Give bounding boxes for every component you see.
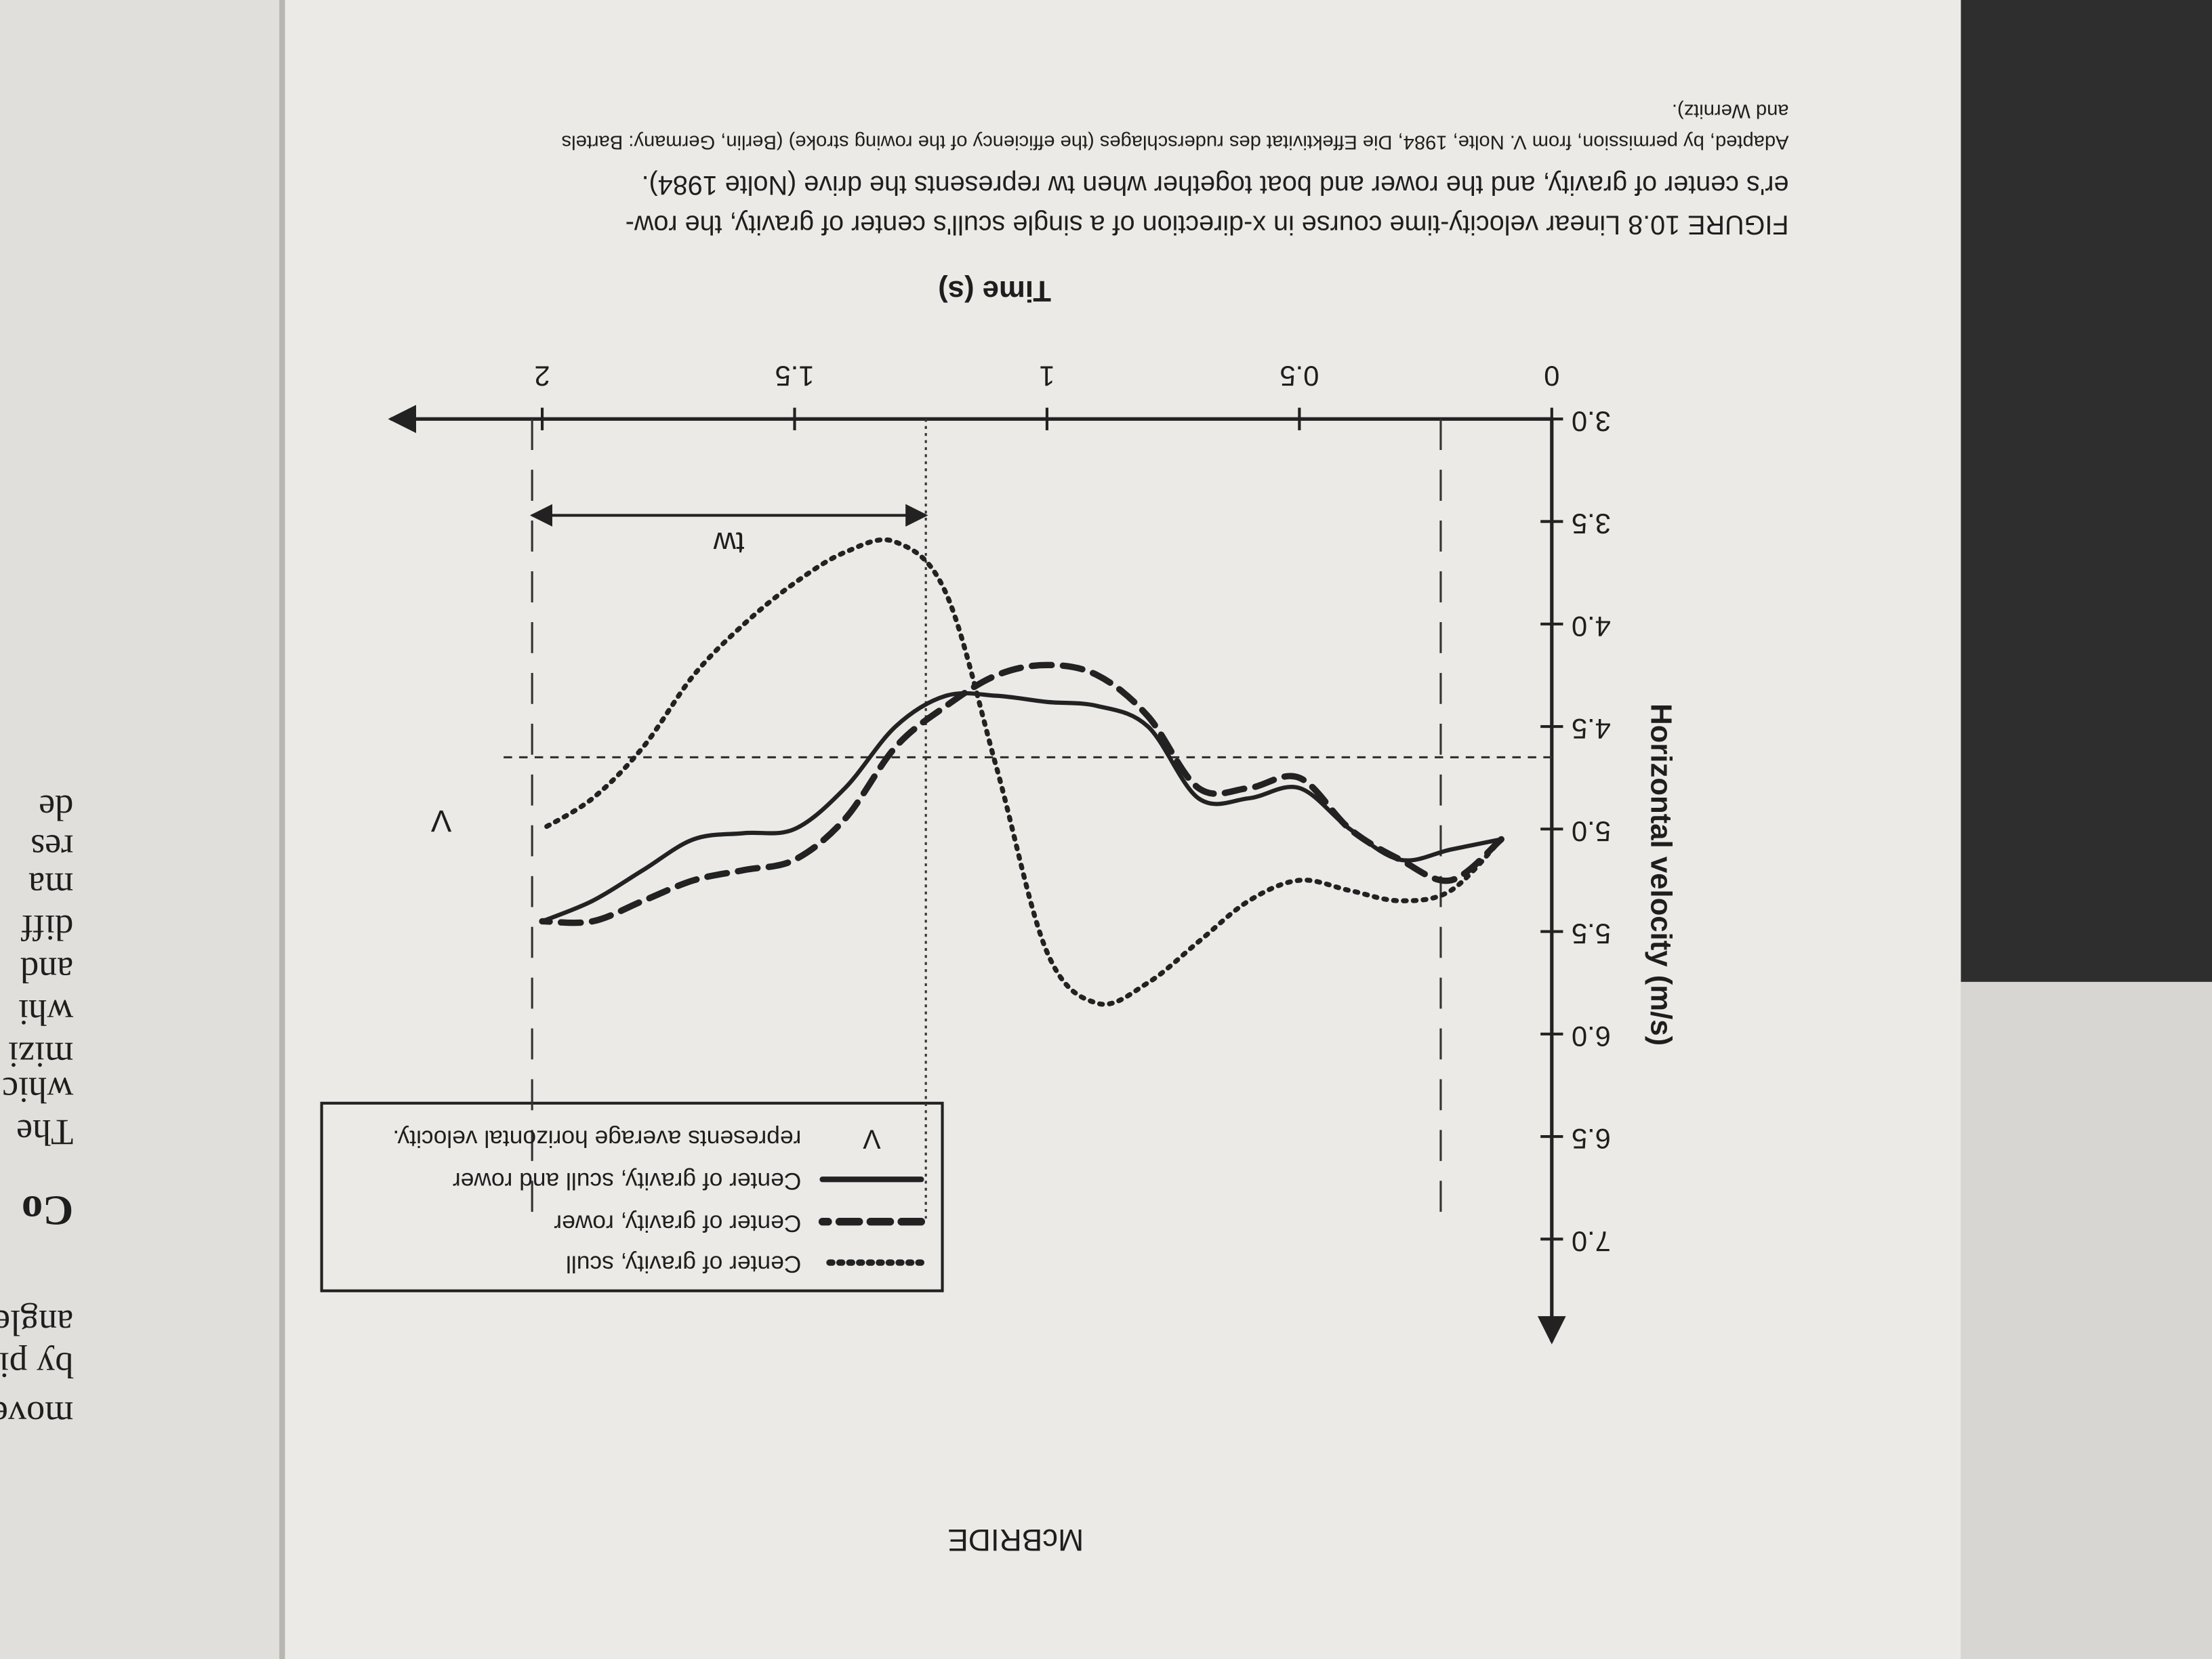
x-tick-label: 0 <box>1544 361 1559 392</box>
facing-page-text: whic <box>2 1069 73 1110</box>
facing-page-text: mizi <box>8 1034 73 1075</box>
legend-label: Center of gravity, scull <box>566 1251 801 1277</box>
facing-page-text: movem <box>0 1394 73 1435</box>
legend-label: represents average horizontal velocity. <box>392 1125 801 1151</box>
series-line <box>539 661 1504 926</box>
figure-caption: FIGURE 10.8 Linear velocity-time course … <box>626 209 1789 239</box>
y-tick-label: 4.0 <box>1572 611 1611 642</box>
facing-page-text: res <box>30 827 73 867</box>
facing-page-text: angle <box>0 1303 73 1343</box>
y-tick-label: 6.0 <box>1572 1021 1611 1052</box>
y-tick-label: 4.5 <box>1572 713 1611 745</box>
series-line <box>539 691 1504 924</box>
legend-box <box>320 1101 944 1292</box>
facing-page-text: ma <box>28 865 73 906</box>
facing-page <box>0 0 283 1659</box>
y-tick-label: 7.0 <box>1572 1225 1611 1257</box>
average-label: V <box>430 804 451 838</box>
facing-page-text: de <box>39 787 73 828</box>
facing-page-text: by piv <box>0 1345 73 1385</box>
footer: McBRIDE <box>947 1523 1084 1557</box>
facing-page-text: whi <box>18 992 73 1033</box>
drive-label: tw <box>713 526 745 560</box>
y-tick-label: 3.0 <box>1572 405 1611 437</box>
legend-symbol: V <box>863 1124 881 1153</box>
y-tick-label: 6.5 <box>1572 1123 1611 1155</box>
y-tick-label: 5.0 <box>1572 815 1611 847</box>
facing-page-text: and <box>20 949 73 990</box>
figure-credit: and Wernitz). <box>1672 100 1789 122</box>
paper-towel <box>1961 981 2212 1659</box>
legend-label: Center of gravity, rower <box>554 1210 801 1236</box>
x-axis-label: Time (s) <box>938 274 1051 308</box>
x-tick-label: 0.5 <box>1279 361 1319 392</box>
facing-page-text: The <box>16 1112 73 1153</box>
series-line <box>539 537 1504 1007</box>
facing-page-text: diff <box>20 907 73 948</box>
y-axis-label: Horizontal velocity (m/s) <box>1644 703 1677 1046</box>
x-tick-label: 1.5 <box>775 361 815 392</box>
facing-page-text: Co <box>22 1187 73 1234</box>
legend-label: Center of gravity, scull and rower <box>453 1168 802 1194</box>
x-tick-label: 2 <box>534 361 550 392</box>
y-tick-label: 5.5 <box>1572 918 1611 950</box>
book-page <box>282 0 1961 1659</box>
figure-caption: er's center of gravity, and the rower an… <box>642 170 1789 200</box>
y-tick-label: 3.5 <box>1572 508 1611 540</box>
x-tick-label: 1 <box>1039 361 1054 392</box>
figure-credit: Adapted, by permission, from V. Nolte, 1… <box>562 131 1789 152</box>
